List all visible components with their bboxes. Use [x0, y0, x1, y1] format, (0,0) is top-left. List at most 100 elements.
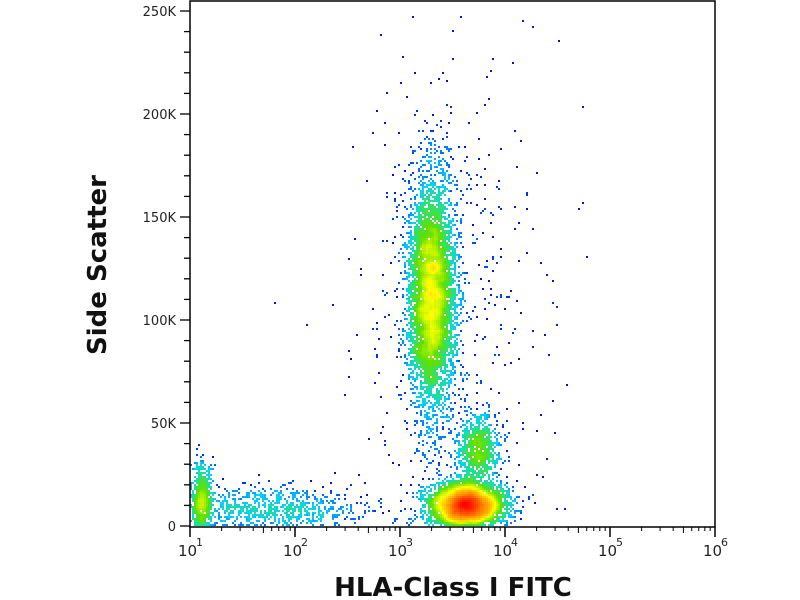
- density-point: [208, 494, 210, 496]
- density-point: [462, 430, 464, 432]
- density-point: [306, 324, 308, 326]
- density-point: [442, 260, 444, 262]
- density-point: [428, 352, 430, 354]
- density-point: [460, 476, 462, 478]
- density-point: [424, 312, 426, 314]
- density-point: [320, 510, 322, 512]
- density-point: [446, 284, 448, 286]
- density-point: [462, 378, 464, 380]
- density-point: [196, 520, 198, 522]
- density-point: [210, 524, 212, 526]
- density-point: [442, 172, 444, 174]
- density-point: [430, 320, 432, 322]
- density-point: [198, 524, 200, 526]
- density-point: [194, 500, 196, 502]
- density-point: [432, 242, 434, 244]
- density-point: [434, 268, 436, 270]
- density-point: [444, 366, 446, 368]
- density-point: [452, 326, 454, 328]
- density-point: [204, 520, 206, 522]
- density-point: [424, 226, 426, 228]
- density-point: [444, 478, 446, 480]
- density-point: [268, 480, 270, 482]
- density-point: [408, 378, 410, 380]
- density-point: [438, 218, 440, 220]
- density-point: [428, 306, 430, 308]
- density-point: [482, 512, 484, 514]
- density-point: [422, 176, 424, 178]
- density-point: [488, 474, 490, 476]
- density-point: [500, 488, 502, 490]
- density-point: [442, 494, 444, 496]
- density-point: [222, 520, 224, 522]
- density-point: [488, 446, 490, 448]
- density-point: [440, 332, 442, 334]
- density-point: [508, 494, 510, 496]
- density-point: [428, 520, 430, 522]
- density-point: [456, 474, 458, 476]
- density-point: [426, 298, 428, 300]
- density-point: [448, 384, 450, 386]
- density-point: [488, 416, 490, 418]
- density-point: [464, 478, 466, 480]
- density-point: [432, 350, 434, 352]
- density-point: [246, 510, 248, 512]
- density-point: [204, 508, 206, 510]
- density-point: [582, 202, 584, 204]
- density-point: [440, 214, 442, 216]
- density-point: [292, 480, 294, 482]
- density-point: [254, 494, 256, 496]
- density-point: [474, 444, 476, 446]
- density-point: [432, 280, 434, 282]
- density-point: [194, 504, 196, 506]
- density-point: [492, 504, 494, 506]
- density-point: [430, 430, 432, 432]
- density-point: [462, 452, 464, 454]
- density-point: [438, 300, 440, 302]
- density-point: [450, 302, 452, 304]
- density-point: [436, 212, 438, 214]
- density-point: [196, 502, 198, 504]
- density-point: [428, 502, 430, 504]
- density-point: [468, 514, 470, 516]
- density-point: [416, 374, 418, 376]
- density-point: [444, 382, 446, 384]
- density-point: [250, 510, 252, 512]
- density-point: [404, 262, 406, 264]
- density-point: [466, 486, 468, 488]
- density-point: [306, 510, 308, 512]
- density-point: [434, 334, 436, 336]
- density-point: [486, 490, 488, 492]
- density-point: [482, 428, 484, 430]
- density-point: [444, 360, 446, 362]
- density-point: [220, 516, 222, 518]
- density-point: [440, 330, 442, 332]
- density-point: [474, 512, 476, 514]
- density-point: [432, 424, 434, 426]
- density-point: [436, 360, 438, 362]
- density-point: [248, 492, 250, 494]
- density-point: [426, 236, 428, 238]
- density-point: [430, 374, 432, 376]
- density-point: [418, 232, 420, 234]
- density-point: [400, 356, 402, 358]
- density-point: [424, 248, 426, 250]
- density-point: [464, 462, 466, 464]
- density-point: [472, 524, 474, 526]
- density-point: [426, 522, 428, 524]
- density-point: [464, 492, 466, 494]
- density-point: [294, 508, 296, 510]
- density-point: [200, 518, 202, 520]
- density-point: [416, 396, 418, 398]
- density-point: [234, 490, 236, 492]
- density-point: [426, 320, 428, 322]
- density-point: [426, 376, 428, 378]
- density-point: [404, 244, 406, 246]
- density-point: [504, 520, 506, 522]
- density-point: [424, 456, 426, 458]
- density-point: [450, 466, 452, 468]
- density-point: [464, 514, 466, 516]
- density-point: [320, 498, 322, 500]
- density-point: [448, 318, 450, 320]
- density-point: [208, 502, 210, 504]
